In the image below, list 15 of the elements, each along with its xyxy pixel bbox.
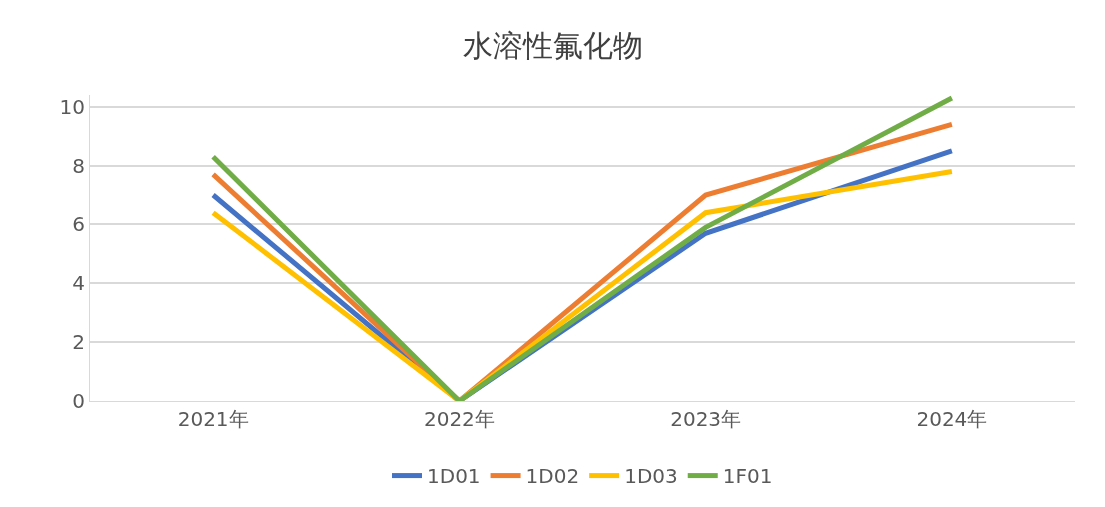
legend-label: 1D03 <box>624 464 678 489</box>
y-tick-label: 8 <box>72 153 85 178</box>
y-tick-label: 10 <box>59 94 85 119</box>
x-tick-label: 2021年 <box>177 407 249 431</box>
x-tick-label: 2022年 <box>423 407 495 431</box>
chart-title: 水溶性氟化物 <box>462 28 643 64</box>
legend-label: 1D01 <box>427 464 481 489</box>
x-tick-label: 2023年 <box>670 407 742 431</box>
x-tick-label: 2024年 <box>916 407 988 431</box>
legend-label: 1D02 <box>525 464 580 489</box>
y-tick-label: 6 <box>72 212 85 237</box>
legend-label: 1F01 <box>722 464 773 489</box>
y-tick-label: 4 <box>72 271 85 296</box>
y-tick-label: 0 <box>72 389 85 413</box>
y-tick-label: 2 <box>72 330 85 355</box>
